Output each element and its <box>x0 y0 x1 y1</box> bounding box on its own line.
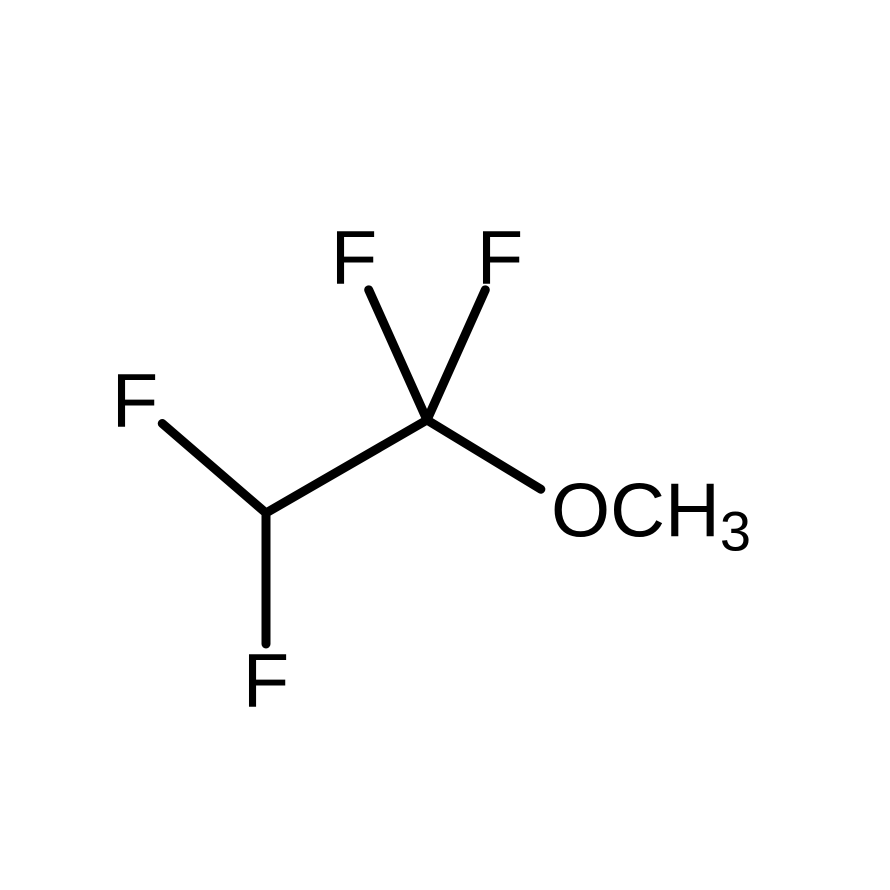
bond-C1-O <box>427 420 541 489</box>
atom-label-F2: F <box>477 216 523 301</box>
atom-label-F1: F <box>331 216 377 301</box>
bond-C2-F3 <box>162 424 266 513</box>
atoms-group: F F F F OCH3 <box>112 216 751 724</box>
bonds-group <box>162 290 541 644</box>
bond-C1-F2 <box>427 290 485 420</box>
molecule-diagram: F F F F OCH3 <box>0 0 890 890</box>
atom-label-F4: F <box>243 639 289 724</box>
atom-label-F3: F <box>112 359 158 444</box>
bond-C1-C2 <box>266 420 427 513</box>
bond-C1-F1 <box>369 290 427 420</box>
atom-label-O: OCH3 <box>551 469 751 563</box>
